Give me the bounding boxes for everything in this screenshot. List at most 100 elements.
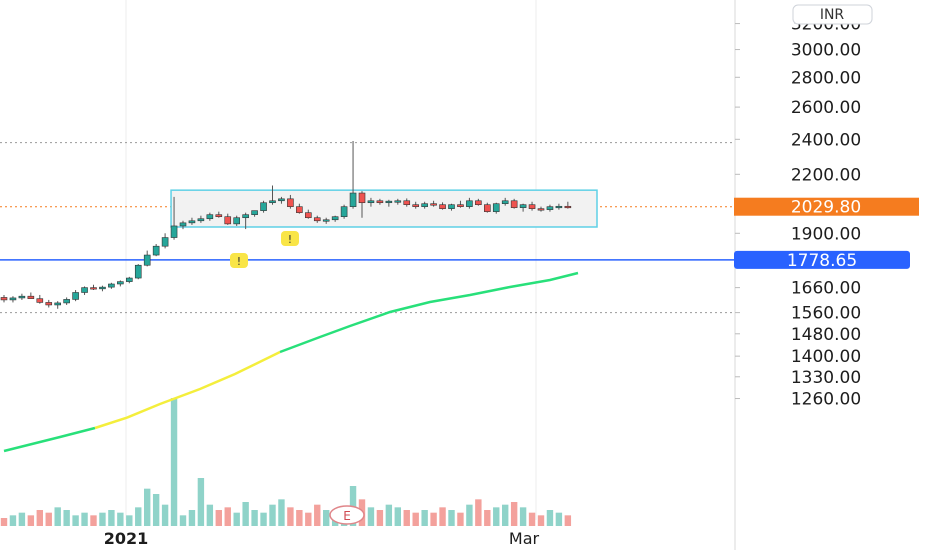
candle-body — [475, 200, 482, 205]
candle-body — [501, 200, 509, 205]
volume-bar — [170, 398, 178, 526]
y-tick-1900.00: 1900.00 — [791, 224, 861, 244]
volume-bars — [0, 398, 572, 526]
candle-body — [555, 205, 563, 209]
y-tick-2800.00: 2800.00 — [791, 68, 861, 88]
volume-bar — [161, 504, 169, 526]
candle-body — [564, 205, 572, 209]
volume-bar — [108, 510, 115, 526]
candle-body — [483, 204, 491, 212]
candle-body — [224, 216, 232, 225]
volume-bar — [90, 515, 97, 526]
support-level-label: 1778.65 — [787, 251, 857, 271]
volume-bar — [197, 478, 205, 526]
price-level-lines — [0, 142, 735, 314]
volume-bar — [18, 512, 26, 526]
range-box-rect — [170, 189, 598, 228]
candle-body — [313, 217, 321, 222]
earnings-marker — [329, 505, 365, 525]
candle-body — [251, 210, 258, 215]
candle-body — [260, 202, 267, 211]
consolidation-box[interactable] — [170, 189, 598, 228]
candle-body — [519, 204, 527, 208]
volume-bar — [367, 507, 375, 526]
volume-bar — [564, 515, 572, 526]
candle-body — [242, 214, 249, 219]
volume-bar — [0, 518, 8, 526]
candle-body — [510, 200, 518, 208]
candle-body — [546, 206, 554, 210]
candle-body — [376, 200, 384, 204]
flag-marker-label: ! — [237, 255, 241, 268]
candle-body — [54, 302, 62, 306]
candle-body — [439, 204, 446, 209]
volume-bar — [215, 510, 222, 526]
candle-body — [304, 212, 312, 219]
candle-body — [457, 204, 464, 207]
volume-bar — [269, 504, 276, 526]
candle-body — [126, 277, 133, 282]
volume-bar — [287, 507, 294, 526]
moving-average-line — [3, 271, 579, 453]
volume-bar — [126, 515, 133, 526]
volume-bar — [179, 515, 187, 526]
volume-bar — [430, 512, 437, 526]
volume-bar — [394, 507, 401, 526]
last-price-label: 2029.80 — [791, 198, 861, 218]
support-level-tag: 1778.65 — [734, 250, 910, 271]
volume-bar — [448, 510, 455, 526]
candle-body — [81, 287, 88, 293]
candle-body — [152, 245, 160, 256]
ma-segment-green — [3, 426, 96, 453]
volume-bar — [546, 510, 554, 526]
x-tick-2021: 2021 — [104, 529, 149, 548]
candle-body — [331, 216, 339, 221]
volume-bar — [188, 510, 196, 526]
candle-body — [430, 203, 437, 206]
y-tick-1560.00: 1560.00 — [791, 304, 861, 324]
volume-bar — [385, 504, 393, 526]
volume-bar — [224, 507, 231, 526]
volume-bar — [305, 512, 312, 526]
last-price-tag: 2029.80 — [734, 197, 919, 218]
volume-bar — [412, 512, 419, 526]
volume-bar — [144, 488, 151, 526]
volume-bar — [296, 510, 303, 526]
volume-bar — [45, 512, 52, 526]
candle-body — [108, 283, 115, 288]
candle-body — [349, 192, 357, 207]
candle-body — [537, 208, 545, 211]
volume-bar — [152, 494, 160, 526]
candle-body — [492, 203, 500, 212]
volume-bar — [260, 512, 267, 526]
y-tick-1400.00: 1400.00 — [791, 347, 861, 367]
volume-bar — [117, 512, 124, 526]
volume-bar — [484, 510, 491, 526]
candle-body — [206, 214, 214, 220]
candle-body — [188, 220, 196, 224]
time-axis[interactable]: 2021 Mar — [104, 529, 540, 548]
volume-bar — [27, 515, 35, 526]
candle-body — [117, 281, 124, 285]
candle-body — [358, 192, 366, 204]
candle-body — [322, 219, 330, 222]
candle-body — [63, 299, 70, 304]
volume-bar — [99, 512, 106, 526]
candle-body — [99, 286, 106, 290]
candle-body — [36, 298, 44, 303]
volume-bar — [54, 507, 61, 526]
volume-bar — [493, 507, 500, 526]
y-tick-1480.00: 1480.00 — [791, 325, 861, 345]
volume-bar — [135, 507, 142, 526]
candle-body — [466, 200, 473, 207]
volume-bar — [206, 504, 214, 526]
candle-body — [18, 295, 26, 299]
candle-body — [134, 264, 142, 279]
candle-body — [340, 206, 348, 218]
currency-badge[interactable]: INR — [792, 4, 873, 25]
event-markers[interactable]: !! E — [230, 231, 365, 525]
volume-bar — [323, 510, 330, 526]
volume-bar — [9, 515, 17, 526]
candle-body — [90, 287, 97, 290]
